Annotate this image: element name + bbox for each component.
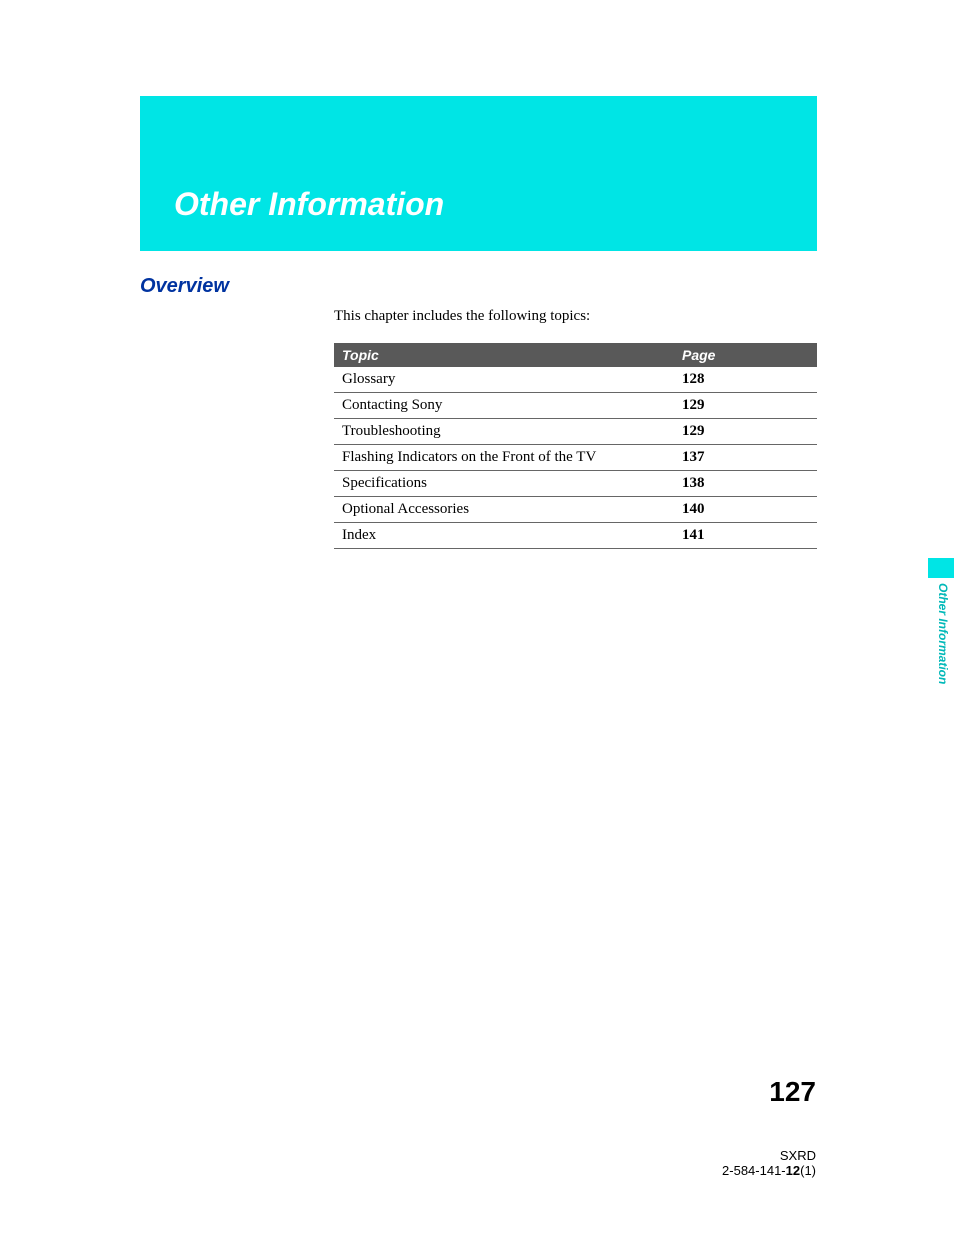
table-row: Index 141	[334, 523, 817, 549]
topic-cell: Flashing Indicators on the Front of the …	[334, 445, 674, 471]
page-cell: 141	[674, 523, 817, 549]
topic-cell: Specifications	[334, 471, 674, 497]
footer-line1: SXRD	[722, 1148, 816, 1163]
topic-cell: Optional Accessories	[334, 497, 674, 523]
side-section-label: Other Information	[936, 583, 950, 684]
page-cell: 138	[674, 471, 817, 497]
intro-text: This chapter includes the following topi…	[334, 308, 590, 325]
footer-code-bold: 12	[786, 1163, 800, 1178]
overview-heading: Overview	[140, 275, 229, 298]
col-header-topic: Topic	[334, 343, 674, 367]
table-row: Specifications 138	[334, 471, 817, 497]
side-tab-marker	[928, 558, 954, 578]
footer-code-suffix: (1)	[800, 1163, 816, 1178]
table-row: Glossary 128	[334, 367, 817, 393]
footer-code-prefix: 2-584-141-	[722, 1163, 786, 1178]
page-cell: 128	[674, 367, 817, 393]
topic-cell: Troubleshooting	[334, 419, 674, 445]
topic-cell: Glossary	[334, 367, 674, 393]
table-row: Troubleshooting 129	[334, 419, 817, 445]
topic-cell: Contacting Sony	[334, 393, 674, 419]
table-row: Contacting Sony 129	[334, 393, 817, 419]
topics-table: Topic Page Glossary 128 Contacting Sony …	[334, 343, 817, 549]
page-cell: 129	[674, 419, 817, 445]
table-row: Optional Accessories 140	[334, 497, 817, 523]
table-header-row: Topic Page	[334, 343, 817, 367]
table-row: Flashing Indicators on the Front of the …	[334, 445, 817, 471]
chapter-title: Other Information	[174, 186, 444, 223]
col-header-page: Page	[674, 343, 817, 367]
topic-cell: Index	[334, 523, 674, 549]
footer-code: SXRD 2-584-141-12(1)	[722, 1148, 816, 1178]
footer-line2: 2-584-141-12(1)	[722, 1163, 816, 1178]
page-cell: 137	[674, 445, 817, 471]
page-number: 127	[769, 1076, 816, 1108]
page-cell: 129	[674, 393, 817, 419]
page-cell: 140	[674, 497, 817, 523]
chapter-header-banner: Other Information	[140, 96, 817, 251]
